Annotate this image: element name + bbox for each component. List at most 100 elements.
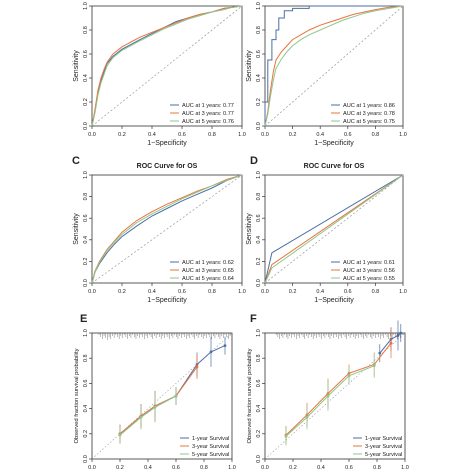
y-tick-label: 0.8 bbox=[83, 26, 89, 34]
series-line-1 bbox=[264, 174, 404, 284]
data-point bbox=[389, 341, 393, 345]
plot-frame bbox=[264, 174, 404, 284]
x-tick-label: 0.0 bbox=[261, 465, 269, 471]
x-tick-label: 0.2 bbox=[118, 289, 126, 295]
y-tick-label: 0.6 bbox=[256, 214, 262, 222]
legend-entry: AUC at 5 years: 0.64 bbox=[182, 276, 234, 282]
x-tick-label: 1.0 bbox=[238, 289, 246, 295]
y-tick-label: 0.2 bbox=[83, 258, 89, 266]
y-tick-label: 0.0 bbox=[83, 122, 89, 130]
plot-frame bbox=[91, 332, 233, 460]
legend-entry: 1-year Survival bbox=[365, 436, 402, 442]
y-tick-label: 0.2 bbox=[256, 98, 262, 106]
series-line-2 bbox=[285, 342, 392, 436]
y-tick-label: 0.6 bbox=[83, 50, 89, 58]
y-tick-label: 1.0 bbox=[256, 171, 262, 179]
legend-entry: AUC at 1 years: 0.86 bbox=[343, 103, 395, 109]
series-line-3 bbox=[119, 395, 177, 436]
x-tick-label: 0.4 bbox=[316, 132, 324, 138]
x-tick-label: 0.8 bbox=[373, 465, 381, 471]
series-line-3 bbox=[264, 174, 404, 284]
series-line-2 bbox=[264, 5, 404, 127]
legend-entry: AUC at 3 years: 0.78 bbox=[343, 111, 395, 117]
x-tick-label: 0.6 bbox=[178, 289, 186, 295]
legend-entry: AUC at 5 years: 0.55 bbox=[343, 276, 395, 282]
data-point bbox=[139, 416, 143, 419]
y-axis-label: Observed fraction survival probability bbox=[247, 348, 253, 443]
y-tick-label: 0.2 bbox=[83, 98, 89, 106]
y-axis-label: Observed fraction survival probability bbox=[74, 348, 80, 443]
data-point bbox=[284, 434, 288, 438]
panel-f: 0.0 0.2 0.4 0.6 0.8 1.0 0.0 0.2 0.4 0.6 0.8 1.0 Obse… bbox=[247, 320, 409, 471]
legend-entry: AUC at 3 years: 0.65 bbox=[182, 268, 234, 274]
legend-entry: 5-year Survival bbox=[365, 452, 402, 458]
legend-entry: AUC at 1 years: 0.62 bbox=[182, 260, 234, 266]
y-axis-label: Sensitivity bbox=[73, 213, 80, 245]
x-tick-label: 0.2 bbox=[289, 132, 297, 138]
y-tick-label: 1.0 bbox=[256, 329, 262, 337]
legend-entry: AUC at 1 years: 0.77 bbox=[182, 103, 234, 109]
panel-c: 0.0 0.2 0.4 0.6 0.8 1.0 0.0 0.2 0.4 0.6 0.8 1.0 1−Sp… bbox=[73, 163, 246, 304]
y-tick-label: 0.6 bbox=[83, 214, 89, 222]
data-point bbox=[118, 433, 122, 437]
x-tick-label: 0.2 bbox=[118, 132, 126, 138]
y-tick-label: 0.2 bbox=[83, 430, 89, 438]
data-point bbox=[326, 394, 330, 398]
y-tick-label: 0.4 bbox=[83, 236, 89, 244]
panel-d: 0.0 0.2 0.4 0.6 0.8 1.0 0.0 0.2 0.4 0.6 0.8 1.0 1−Sp… bbox=[246, 163, 407, 304]
panel-b: 0.0 0.2 0.4 0.6 0.8 1.0 0.0 0.2 0.4 0.6 0.8 1.0 1−Sp… bbox=[246, 2, 407, 147]
x-tick-label: 0.0 bbox=[261, 289, 269, 295]
x-tick-label: 1.0 bbox=[399, 132, 407, 138]
y-tick-label: 0.6 bbox=[256, 50, 262, 58]
y-tick-label: 0.2 bbox=[256, 258, 262, 266]
y-tick-label: 0.8 bbox=[256, 26, 262, 34]
legend-entry: AUC at 3 years: 0.77 bbox=[182, 111, 234, 117]
series-line-1 bbox=[264, 5, 403, 126]
y-tick-label: 1.0 bbox=[256, 2, 262, 10]
legend-entry: 5-year Survival bbox=[192, 452, 229, 458]
x-axis-label: 1−Specificity bbox=[314, 297, 354, 304]
y-tick-label: 0.8 bbox=[83, 193, 89, 201]
legend-entry: 1-year Survival bbox=[192, 436, 229, 442]
reference-diagonal bbox=[91, 174, 243, 284]
x-tick-label: 0.8 bbox=[372, 289, 380, 295]
y-tick-label: 0.8 bbox=[83, 354, 89, 362]
data-point bbox=[372, 364, 376, 368]
panel-a: 0.0 0.2 0.4 0.6 0.8 1.0 0.0 0.2 0.4 0.6 0.8 1.0 1−Sp… bbox=[73, 2, 246, 147]
panel-letter-d: D bbox=[250, 155, 258, 167]
x-tick-label: 0.4 bbox=[316, 289, 324, 295]
x-tick-label: 1.0 bbox=[399, 289, 407, 295]
x-tick-label: 1.0 bbox=[228, 465, 236, 471]
series-line-3 bbox=[264, 5, 404, 127]
x-tick-label: 1.0 bbox=[238, 132, 246, 138]
y-axis-label: Sensitivity bbox=[246, 213, 253, 245]
reference-diagonal bbox=[91, 5, 243, 127]
y-tick-label: 0.0 bbox=[256, 455, 262, 463]
x-tick-label: 0.6 bbox=[172, 465, 180, 471]
y-tick-label: 0.4 bbox=[256, 74, 262, 82]
x-tick-label: 0.8 bbox=[208, 289, 216, 295]
x-tick-label: 0.2 bbox=[289, 289, 297, 295]
x-tick-label: 0.2 bbox=[289, 465, 297, 471]
y-tick-label: 0.4 bbox=[256, 236, 262, 244]
y-axis-label: Sensitivity bbox=[246, 50, 253, 82]
y-tick-label: 1.0 bbox=[83, 2, 89, 10]
x-tick-label: 0.6 bbox=[178, 132, 186, 138]
x-tick-label: 0.0 bbox=[88, 132, 96, 138]
y-tick-label: 0.8 bbox=[256, 193, 262, 201]
series-line-1 bbox=[91, 174, 243, 284]
data-point bbox=[399, 331, 403, 335]
legend-entry: AUC at 5 years: 0.75 bbox=[343, 119, 395, 125]
x-tick-label: 0.0 bbox=[88, 465, 96, 471]
legend-entry: AUC at 1 years: 0.61 bbox=[343, 260, 395, 266]
x-tick-label: 0.4 bbox=[144, 465, 152, 471]
x-tick-label: 0.2 bbox=[116, 465, 124, 471]
x-axis-label: 1−Specificity bbox=[314, 140, 354, 147]
y-tick-label: 1.0 bbox=[83, 329, 89, 337]
y-tick-label: 0.0 bbox=[83, 455, 89, 463]
y-tick-label: 0.0 bbox=[83, 279, 89, 287]
x-tick-label: 0.0 bbox=[88, 289, 96, 295]
x-axis-label: 1−Specificity bbox=[147, 140, 187, 147]
reference-diagonal bbox=[264, 174, 404, 284]
panel-letter-c: C bbox=[72, 155, 80, 167]
